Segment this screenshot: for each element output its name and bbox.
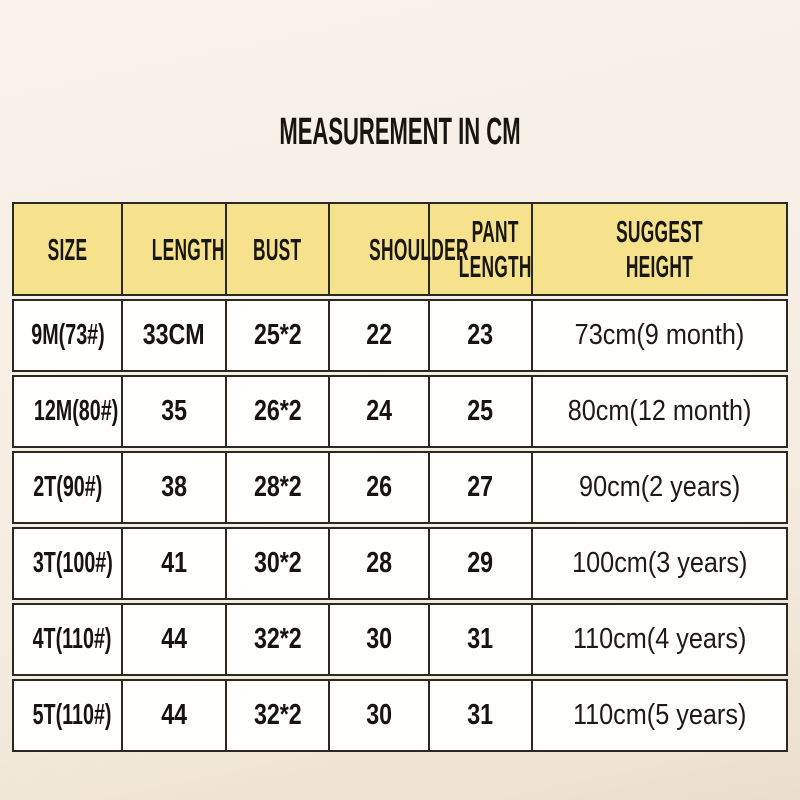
column-header-bust: BUST (227, 202, 330, 296)
cell-shoulder: 30 (330, 603, 430, 676)
column-header-length: LENGTH (123, 202, 227, 296)
cell-value: 31 (467, 623, 494, 655)
cell-value: 44 (161, 623, 187, 655)
cell-length: 38 (123, 451, 227, 524)
cell-shoulder: 24 (330, 375, 430, 448)
cell-size: 12M(80#) (12, 375, 123, 448)
cell-value: 80cm(12 month) (567, 395, 752, 427)
cell-pant-length: 29 (430, 527, 533, 600)
cell-bust: 30*2 (227, 527, 330, 600)
cell-value: 44 (161, 699, 187, 731)
cell-value: 23 (467, 319, 494, 351)
cell-value: 5T(110#) (32, 699, 112, 731)
cell-size: 2T(90#) (12, 451, 123, 524)
table-row: 12M(80#) 35 26*2 24 25 80cm(12 month) (12, 375, 788, 448)
column-header-suggest-height: SUGGEST HEIGHT (533, 202, 788, 296)
cell-value: 28*2 (253, 471, 302, 503)
table-row: 9M(73#) 33CM 25*2 22 23 73cm(9 month) (12, 299, 788, 372)
cell-value: 4T(110#) (32, 623, 112, 655)
column-header-label: LENGTH (151, 231, 225, 267)
cell-value: 110cm(5 years) (572, 699, 747, 731)
cell-value: 25 (467, 395, 494, 427)
cell-pant-length: 23 (430, 299, 533, 372)
cell-value: 41 (161, 547, 187, 579)
cell-pant-length: 25 (430, 375, 533, 448)
cell-pant-length: 31 (430, 603, 533, 676)
size-chart-table: SIZE LENGTH BUST SHOULDER PANT LENGTH SUGGEST… (12, 199, 788, 755)
column-header-shoulder: SHOULDER (330, 202, 469, 296)
cell-value: 30 (366, 699, 392, 731)
cell-suggest-height: 90cm(2 years) (533, 451, 788, 524)
cell-shoulder: 26 (330, 451, 430, 524)
cell-value: 9M(73#) (31, 319, 105, 351)
cell-size: 5T(110#) (12, 679, 123, 752)
table-row: 4T(110#) 44 32*2 30 31 110cm(4 years) (12, 603, 788, 676)
table-header-row: SIZE LENGTH BUST SHOULDER PANT LENGTH SUGGEST… (12, 202, 788, 296)
cell-size: 4T(110#) (12, 603, 123, 676)
cell-bust: 32*2 (227, 679, 330, 752)
cell-length: 44 (123, 679, 227, 752)
cell-shoulder: 30 (330, 679, 430, 752)
column-header-label: SHOULDER (369, 231, 469, 267)
column-header-label: PANT LENGTH (458, 214, 532, 284)
cell-bust: 26*2 (227, 375, 330, 448)
cell-value: 32*2 (253, 623, 302, 655)
cell-suggest-height: 110cm(4 years) (533, 603, 788, 676)
page-title: MEASUREMENT IN CM (0, 112, 800, 152)
cell-value: 12M(80#) (33, 395, 119, 427)
page-title-text: MEASUREMENT IN CM (279, 111, 521, 153)
cell-value: 22 (366, 319, 392, 351)
cell-suggest-height: 100cm(3 years) (533, 527, 788, 600)
column-header-label: SIZE (47, 231, 88, 267)
table-row: 5T(110#) 44 32*2 30 31 110cm(5 years) (12, 679, 788, 752)
cell-value: 73cm(9 month) (574, 319, 745, 351)
cell-size: 3T(100#) (12, 527, 123, 600)
cell-shoulder: 22 (330, 299, 430, 372)
column-header-pant-length: PANT LENGTH (430, 202, 533, 296)
cell-value: 24 (366, 395, 392, 427)
cell-value: 110cm(4 years) (572, 623, 747, 655)
cell-value: 100cm(3 years) (571, 547, 748, 579)
cell-shoulder: 28 (330, 527, 430, 600)
column-header-label: BUST (253, 231, 302, 267)
cell-suggest-height: 73cm(9 month) (533, 299, 788, 372)
cell-length: 35 (123, 375, 227, 448)
cell-value: 25*2 (253, 319, 302, 351)
cell-value: 2T(90#) (32, 471, 103, 503)
cell-pant-length: 27 (430, 451, 533, 524)
cell-value: 30 (366, 623, 392, 655)
cell-value: 38 (161, 471, 187, 503)
column-header-label: SUGGEST HEIGHT (616, 214, 703, 284)
cell-value: 28 (366, 547, 392, 579)
cell-value: 27 (467, 471, 494, 503)
table-row: 2T(90#) 38 28*2 26 27 90cm(2 years) (12, 451, 788, 524)
cell-value: 3T(100#) (32, 547, 113, 579)
cell-length: 33CM (123, 299, 227, 372)
cell-value: 26 (366, 471, 392, 503)
cell-suggest-height: 80cm(12 month) (533, 375, 788, 448)
cell-bust: 25*2 (227, 299, 330, 372)
cell-value: 32*2 (253, 699, 302, 731)
cell-value: 29 (467, 547, 494, 579)
column-header-size: SIZE (12, 202, 123, 296)
cell-value: 26*2 (253, 395, 302, 427)
cell-pant-length: 31 (430, 679, 533, 752)
cell-length: 41 (123, 527, 227, 600)
table-row: 3T(100#) 41 30*2 28 29 100cm(3 years) (12, 527, 788, 600)
cell-length: 44 (123, 603, 227, 676)
cell-value: 35 (161, 395, 187, 427)
cell-value: 90cm(2 years) (578, 471, 741, 503)
cell-suggest-height: 110cm(5 years) (533, 679, 788, 752)
table-body: 9M(73#) 33CM 25*2 22 23 73cm(9 month) 12M(80#)… (12, 299, 788, 752)
table-header: SIZE LENGTH BUST SHOULDER PANT LENGTH SUGGEST… (12, 202, 788, 296)
cell-value: 33CM (143, 319, 205, 351)
cell-size: 9M(73#) (12, 299, 123, 372)
cell-value: 31 (467, 699, 494, 731)
cell-value: 30*2 (253, 547, 302, 579)
cell-bust: 32*2 (227, 603, 330, 676)
cell-bust: 28*2 (227, 451, 330, 524)
